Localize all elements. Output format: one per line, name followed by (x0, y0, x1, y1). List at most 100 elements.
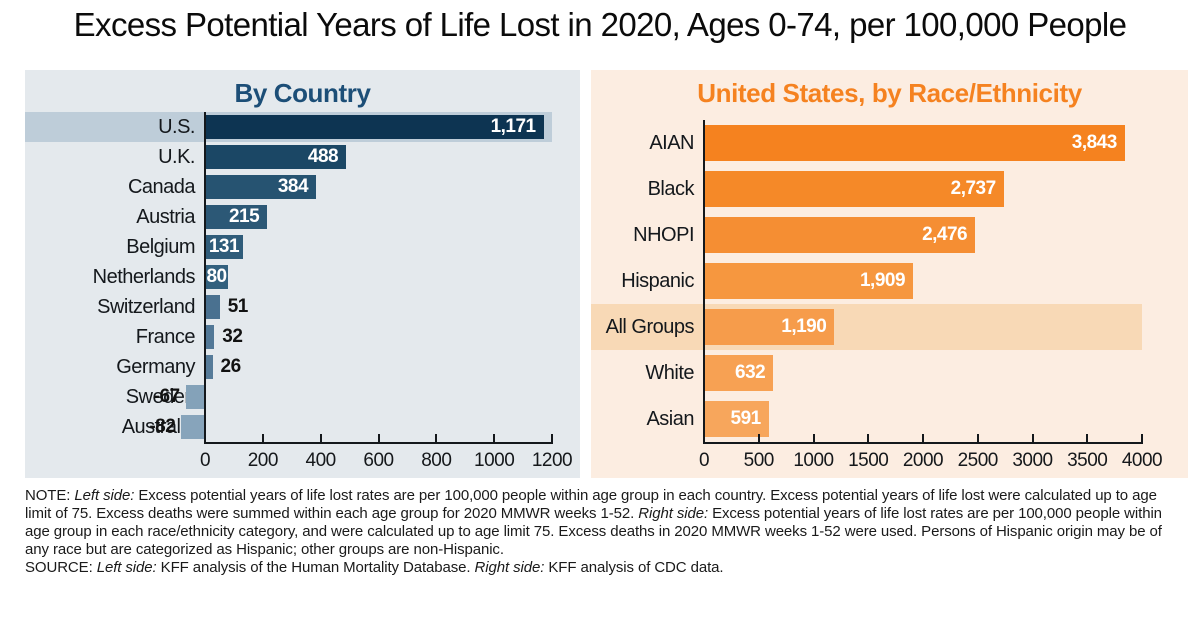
bar-value-label: 131 (208, 236, 240, 257)
bar-value-label: 26 (220, 356, 242, 377)
race-ethnicity-chart-plot: AIAN 3,843 Black 2,737 NHOPI 2,476 Hispanic 1,9… (591, 70, 1188, 478)
x-axis-line (704, 442, 1143, 444)
axis-tick-label: 500 (743, 450, 775, 471)
highlight-band (591, 304, 1142, 350)
axis-tick-label: 1000 (793, 450, 834, 471)
bar (205, 205, 268, 229)
bar-value-label: 51 (227, 296, 249, 317)
footnote-segment: SOURCE: (25, 559, 97, 576)
bar-value-label: 2,737 (950, 178, 997, 199)
footnote-segment: KFF analysis of the Human Mortality Data… (160, 559, 475, 576)
country-chart-title: By Country (234, 78, 371, 108)
axis-tick-label: 1000 (474, 450, 515, 471)
category-label: Canada (127, 176, 196, 198)
race-ethnicity-chart-panel: AIAN 3,843 Black 2,737 NHOPI 2,476 Hispanic 1,9… (591, 70, 1188, 478)
x-axis-line (205, 442, 553, 444)
bar-value-label: 1,171 (490, 116, 537, 137)
bar (205, 145, 347, 169)
axis-tick-label: 4000 (1121, 450, 1163, 471)
bar (704, 401, 769, 437)
axis-tick (377, 434, 380, 442)
category-label: U.S. (158, 116, 195, 138)
bar (205, 355, 213, 379)
axis-tick-label: 200 (247, 450, 279, 471)
bar-value-label: 632 (735, 362, 766, 383)
category-label: Black (647, 178, 695, 200)
bar-value-label: 488 (307, 146, 339, 167)
bar (185, 385, 205, 409)
axis-tick (551, 434, 553, 442)
country-chart-panel: U.S. 1,171 U.K. 488 Canada 384 Austria 215 Belgi… (25, 70, 580, 478)
footnote-segment: Excess potential years of life lost rate… (25, 487, 1157, 522)
bar-value-label: 3,843 (1071, 132, 1118, 153)
footnote-segment: NOTE: (25, 487, 75, 504)
bar-value-label: 32 (222, 326, 243, 347)
axis-tick (867, 434, 870, 442)
y-axis-line (703, 120, 705, 444)
footnote: NOTE: Left side: Excess potential years … (25, 487, 1182, 577)
axis-tick (1031, 434, 1034, 442)
category-label: U.K. (158, 146, 195, 168)
axis-tick (922, 434, 924, 442)
category-label: White (645, 362, 694, 384)
bar-value-label: 591 (730, 408, 762, 429)
axis-tick (703, 434, 705, 442)
axis-tick (435, 434, 438, 442)
bar-value-label: 215 (228, 206, 260, 227)
axis-tick-label: 1200 (531, 450, 573, 471)
bar (205, 295, 220, 319)
race-ethnicity-chart-title: United States, by Race/Ethnicity (697, 78, 1082, 108)
bar (704, 125, 1125, 161)
category-label: Germany (116, 356, 195, 378)
axis-tick (319, 434, 322, 442)
axis-tick-label: 600 (363, 450, 394, 471)
category-label: NHOPI (633, 224, 694, 246)
source-text: SOURCE: Left side: KFF analysis of the H… (25, 559, 1182, 577)
axis-tick (204, 434, 206, 442)
footnote-segment-italic: Left side: (74, 487, 139, 504)
category-label: Asian (646, 408, 694, 430)
bar (704, 171, 1004, 207)
footnote-segment-italic: Right side: (474, 559, 549, 576)
axis-tick (261, 434, 264, 442)
bar (704, 217, 976, 253)
category-label: Australia (121, 416, 196, 438)
category-label: All Groups (605, 316, 695, 338)
axis-tick-label: 2500 (957, 450, 999, 471)
axis-tick-label: 3000 (1012, 450, 1053, 471)
footnote-segment: KFF analysis of CDC data. (548, 559, 724, 576)
bar (704, 309, 835, 345)
bar (704, 355, 774, 391)
bar-value-label: 2,476 (922, 224, 968, 245)
axis-tick-label: 0 (698, 450, 710, 471)
bar-value-label: 1,190 (781, 316, 827, 337)
bar-value-label: 384 (277, 176, 309, 197)
y-axis-line (204, 112, 206, 444)
axis-tick-label: 2000 (902, 450, 944, 471)
axis-tick (493, 434, 496, 442)
footnote-segment-italic: Left side: (96, 559, 161, 576)
axis-tick-label: 0 (199, 450, 211, 471)
country-chart-plot: U.S. 1,171 U.K. 488 Canada 384 Austria 215 Belgi… (25, 70, 580, 478)
bar (205, 175, 317, 199)
footnote-segment-italic: Right side: (638, 505, 713, 522)
bar (205, 325, 215, 349)
category-label: AIAN (649, 132, 694, 154)
axis-tick (976, 434, 979, 442)
category-label: Switzerland (97, 296, 195, 318)
bar-value-label: 1,909 (859, 270, 906, 291)
axis-tick-label: 400 (305, 450, 337, 471)
bar-value-label: -82 (149, 416, 176, 437)
bar (205, 115, 544, 139)
axis-tick (1141, 434, 1143, 442)
category-label: France (135, 326, 196, 348)
bar (704, 263, 914, 299)
bar (205, 235, 243, 259)
bar-value-label: -67 (153, 386, 180, 407)
axis-tick (812, 434, 815, 442)
axis-tick-label: 1500 (848, 450, 889, 471)
axis-tick-label: 800 (421, 450, 452, 471)
axis-tick-label: 3500 (1067, 450, 1108, 471)
footnote-segment: Excess potential years of life lost rate… (25, 505, 1162, 558)
